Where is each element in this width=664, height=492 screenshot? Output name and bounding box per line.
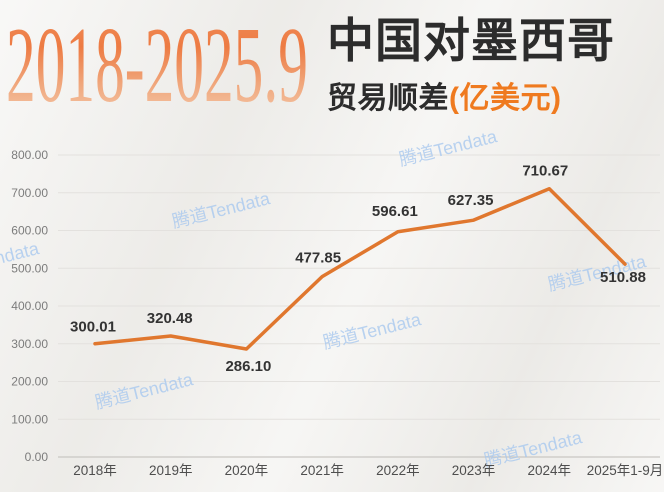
y-tick-label: 700.00 <box>11 186 48 200</box>
y-tick-label: 0.00 <box>25 450 49 464</box>
title-main: 中国对墨西哥 <box>327 14 615 67</box>
x-tick-label: 2019年 <box>149 463 193 478</box>
title-subline: 贸易顺差(亿美元) <box>327 73 615 117</box>
watermark-text: 腾道Tendata <box>93 369 196 413</box>
x-tick-label: 2022年 <box>376 463 420 478</box>
title-unit: (亿美元) <box>449 81 562 115</box>
x-tick-label: 2020年 <box>225 463 269 478</box>
y-tick-label: 800.00 <box>11 148 48 162</box>
data-point-label: 286.10 <box>225 358 271 375</box>
x-tick-label: 2023年 <box>452 463 496 478</box>
data-point-label: 596.61 <box>372 203 418 220</box>
data-point-label: 627.35 <box>448 192 494 209</box>
data-point-label: 300.01 <box>70 319 116 336</box>
data-point-label: 320.48 <box>147 310 193 327</box>
y-tick-label: 400.00 <box>11 299 48 313</box>
title-year-range: 2018-2025.9 <box>6 6 308 125</box>
y-tick-label: 500.00 <box>11 261 48 275</box>
y-tick-label: 300.00 <box>11 337 48 351</box>
title-block: 中国对墨西哥 贸易顺差(亿美元) <box>327 16 615 117</box>
data-point-label: 510.88 <box>600 269 646 286</box>
data-point-label: 710.67 <box>522 163 568 180</box>
y-tick-label: 100.00 <box>11 412 48 426</box>
y-tick-label: 600.00 <box>11 224 48 238</box>
x-tick-label: 2024年 <box>528 463 572 478</box>
x-tick-label: 2021年 <box>300 463 344 478</box>
watermark-text: 腾道Tendata <box>397 130 500 170</box>
x-tick-label: 2025年1-9月 <box>587 463 664 478</box>
x-tick-label: 2018年 <box>73 463 117 478</box>
watermark-text: 腾道Tendata <box>170 188 273 232</box>
trade-line-chart: 0.00 100.00 200.00 300.00 400.00 500.00 600.00… <box>0 130 664 478</box>
y-tick-label: 200.00 <box>11 375 48 389</box>
watermark-text: 腾道Tendata <box>321 309 424 353</box>
data-point-label: 477.85 <box>295 250 341 267</box>
title-sub: 贸易顺差 <box>327 81 449 115</box>
trade-surplus-line <box>93 186 627 351</box>
